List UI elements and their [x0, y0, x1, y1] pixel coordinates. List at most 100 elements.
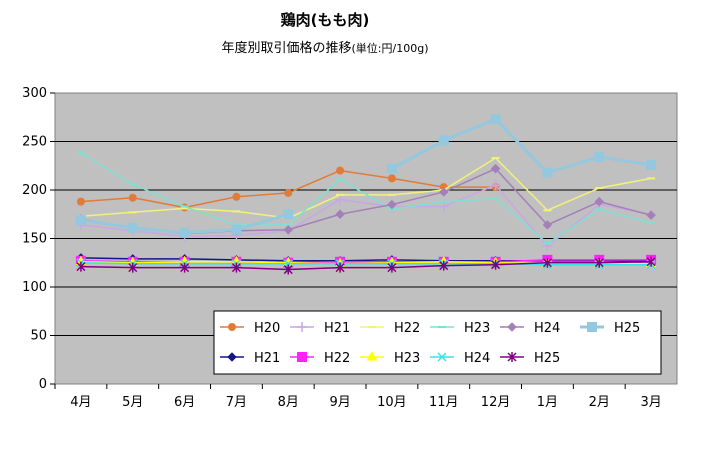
data-point — [491, 259, 501, 270]
x-axis-tick-labels: 4月 5月 6月 7月 8月 9月 10月 11月 12月 1月 2月 3月 — [70, 395, 661, 410]
x-tick-label: 9月 — [329, 395, 350, 410]
data-point — [387, 262, 397, 273]
legend-marker — [228, 323, 236, 331]
y-tick-label: 300 — [22, 86, 47, 101]
legend-label: H20 — [254, 321, 280, 336]
data-point — [542, 220, 553, 230]
legend-item: H23 — [430, 321, 490, 336]
x-tick-label: 2月 — [589, 395, 610, 410]
legend-label: H24 — [464, 351, 490, 366]
data-point — [490, 114, 501, 125]
legend-marker — [507, 322, 517, 332]
legend-label: H25 — [534, 351, 560, 366]
x-tick-label: 3月 — [640, 395, 661, 410]
data-point — [179, 227, 190, 238]
legend-item: H24 — [500, 321, 560, 336]
x-tick-label: 10月 — [377, 395, 407, 410]
legend-label: H22 — [324, 351, 350, 366]
x-tick-label: 1月 — [537, 395, 558, 410]
data-point — [335, 209, 345, 219]
data-point — [490, 180, 501, 191]
data-point — [283, 264, 293, 275]
legend-items: H20 H21 H22 H23 H24 H25 H21 H22 H23 H24 H25 — [220, 321, 640, 366]
chart-subtitle-line: 年度別取引価格の推移(単位:円/100g) — [222, 40, 429, 56]
legend-item: H21 — [220, 351, 280, 366]
x-tick-label: 4月 — [70, 395, 91, 410]
data-point — [128, 262, 138, 273]
legend-marker — [297, 352, 307, 362]
data-point — [542, 167, 553, 178]
legend-marker — [366, 350, 378, 361]
series-line — [80, 261, 652, 271]
data-point — [386, 163, 397, 174]
series-line — [80, 257, 652, 262]
legend-item: H22 — [360, 321, 420, 336]
data-point — [231, 224, 242, 235]
legend-label: H21 — [254, 351, 280, 366]
data-point — [542, 257, 552, 268]
data-point — [438, 201, 449, 212]
data-point — [75, 215, 86, 226]
data-point — [594, 152, 605, 163]
data-point — [594, 257, 604, 268]
legend-label: H22 — [394, 321, 420, 336]
legend-item: H25 — [500, 351, 560, 366]
series-line — [80, 152, 652, 245]
legend-item: H22 — [290, 351, 350, 366]
data-point — [76, 197, 85, 206]
data-point — [387, 174, 396, 183]
series-upper-H20 — [76, 166, 500, 212]
legend-item: H24 — [430, 351, 490, 366]
data-point — [335, 262, 345, 273]
series-upper-H23 — [76, 152, 656, 245]
legend-box — [213, 310, 662, 375]
y-tick-label: 50 — [30, 329, 47, 344]
data-point — [284, 188, 293, 197]
legend-marker — [227, 352, 237, 362]
legend-marker — [507, 352, 517, 362]
series-line — [80, 262, 652, 266]
data-point — [387, 199, 397, 210]
data-point — [594, 196, 604, 207]
legend-marker — [587, 322, 597, 332]
legend-label: H23 — [464, 321, 490, 336]
y-tick-label: 250 — [22, 135, 47, 150]
legend-item: H21 — [290, 321, 350, 336]
legend-item: H20 — [220, 321, 280, 336]
x-tick-label: 12月 — [481, 395, 511, 410]
data-point — [335, 194, 346, 205]
legend-label: H23 — [394, 351, 420, 366]
legend-label: H25 — [614, 321, 640, 336]
series-lower-H25 — [76, 256, 656, 275]
legend: H20 H21 H22 H23 H24 H25 H21 H22 H23 H24 H25 — [213, 310, 662, 375]
y-tick-label: 200 — [22, 183, 47, 198]
x-tick-label: 11月 — [429, 395, 459, 410]
data-point — [232, 192, 241, 201]
legend-label: H21 — [324, 321, 350, 336]
data-point — [180, 262, 190, 273]
data-point — [646, 210, 656, 220]
y-tick-label: 0 — [39, 377, 47, 392]
data-point — [439, 187, 449, 197]
x-tick-label: 5月 — [122, 395, 143, 410]
data-point — [336, 166, 345, 175]
data-point — [439, 260, 449, 271]
y-tick-label: 150 — [22, 232, 47, 247]
chart-subtitle: 年度別取引価格の推移 — [222, 40, 352, 56]
chart-title: 鶏肉(もも肉) — [281, 11, 370, 29]
legend-marker — [437, 352, 447, 362]
x-tick-label: 6月 — [174, 395, 195, 410]
legend-item: H25 — [580, 321, 640, 336]
data-point — [76, 261, 86, 272]
data-point — [646, 159, 657, 170]
series-line — [391, 117, 652, 175]
data-point — [283, 209, 294, 220]
data-point — [283, 225, 293, 235]
series-upper-H25 — [75, 114, 657, 238]
data-point — [128, 193, 137, 202]
legend-marker — [297, 322, 307, 332]
y-axis-tick-labels: 0 50 100 150 200 250 300 — [22, 86, 47, 392]
data-point — [490, 163, 501, 174]
